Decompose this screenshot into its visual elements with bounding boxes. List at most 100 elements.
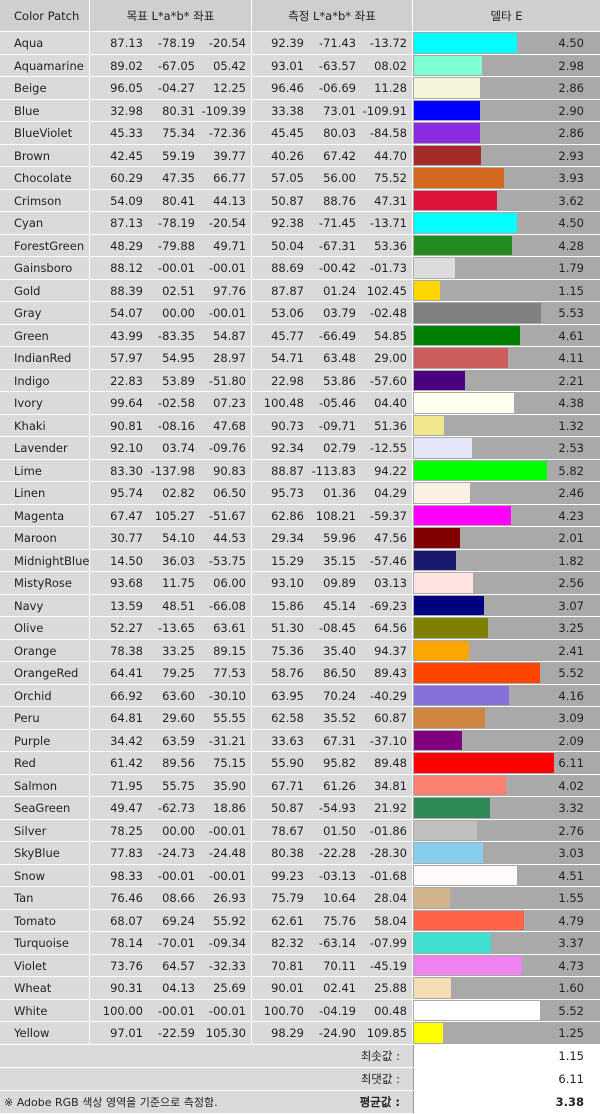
- target-a-value: -13.65: [157, 621, 195, 635]
- target-lab-cell: 68.07 69.24 55.92: [90, 909, 252, 931]
- delta-e-bar: [414, 438, 472, 458]
- target-lab-cell: 88.39 02.51 97.76: [90, 279, 252, 301]
- target-b-value: -00.01: [208, 1003, 246, 1018]
- delta-e-value: 6.11: [558, 756, 584, 770]
- measured-L-value: 90.01: [271, 981, 304, 995]
- header-target-lab: 목표 L*a*b* 좌표: [90, 0, 252, 31]
- measured-L-value: 75.79: [271, 891, 304, 905]
- measured-lab-cell: 96.46 -06.69 11.28: [252, 77, 413, 99]
- table-row: Brown 42.45 59.19 39.77 40.26 67.42 44.70 2.93: [0, 144, 600, 167]
- patch-name: Gold: [0, 279, 90, 301]
- target-b-value: -09.76: [208, 441, 246, 455]
- measured-L-value: 55.90: [271, 756, 304, 770]
- delta-e-bar: [414, 460, 548, 480]
- target-lab-cell: 78.38 33.25 89.15: [90, 639, 252, 661]
- target-lab-cell: 48.29 -79.88 49.71: [90, 234, 252, 256]
- target-a-value: -83.35: [157, 328, 195, 343]
- patch-name: Crimson: [0, 189, 90, 211]
- table-row: MidnightBlue 14.50 36.03 -53.75 15.29 35.15 -5…: [0, 549, 600, 572]
- delta-e-value: 5.52: [558, 666, 584, 680]
- patch-name: Brown: [0, 144, 90, 166]
- target-lab-cell: 45.33 75.34 -72.36: [90, 122, 252, 144]
- target-lab-cell: 78.14 -70.01 -09.34: [90, 932, 252, 954]
- target-L-value: 54.07: [110, 306, 143, 320]
- target-lab-cell: 13.59 48.51 -66.08: [90, 594, 252, 616]
- measured-b-value: 109.85: [366, 1026, 407, 1040]
- measured-b-value: 47.56: [374, 531, 407, 545]
- delta-e-cell: 2.76: [413, 819, 600, 841]
- measured-lab-cell: 90.73 -09.71 51.36: [252, 414, 413, 436]
- measured-lab-cell: 93.01 -63.57 08.02: [252, 54, 413, 76]
- table-row: Crimson 54.09 80.41 44.13 50.87 88.76 47.31 3.6…: [0, 189, 600, 212]
- delta-e-cell: 3.37: [413, 932, 600, 954]
- measured-L-value: 33.63: [271, 733, 304, 748]
- target-a-value: -79.88: [157, 238, 195, 253]
- measured-a-value: 45.14: [323, 598, 356, 613]
- target-b-value: 06.50: [213, 486, 246, 500]
- patch-name: BlueViolet: [0, 122, 90, 144]
- patch-name: Maroon: [0, 527, 90, 549]
- table-row: Aqua 87.13 -78.19 -20.54 92.39 -71.43 -13.72 4.…: [0, 32, 600, 55]
- patch-name: Yellow: [0, 1022, 90, 1044]
- patch-name: Lavender: [0, 437, 90, 459]
- table-row: Tan 76.46 08.66 26.93 75.79 10.64 28.04 1.55: [0, 887, 600, 910]
- delta-e-value: 4.51: [558, 868, 584, 883]
- header-delta-e: 델타 E: [413, 0, 600, 31]
- delta-e-cell: 2.86: [413, 77, 600, 99]
- delta-e-value: 2.93: [558, 148, 584, 163]
- patch-name: Snow: [0, 864, 90, 886]
- delta-e-value: 2.01: [558, 531, 584, 545]
- delta-e-cell: 5.52: [413, 662, 600, 684]
- delta-e-value: 1.15: [558, 283, 584, 298]
- measured-L-value: 93.10: [271, 576, 304, 590]
- measured-a-value: -09.71: [318, 418, 356, 433]
- target-L-value: 78.14: [110, 936, 143, 950]
- target-a-value: 89.56: [162, 756, 195, 770]
- measured-b-value: -45.19: [369, 958, 407, 973]
- target-L-value: 90.31: [110, 981, 143, 995]
- target-a-value: 48.51: [162, 598, 195, 613]
- patch-name: Gray: [0, 302, 90, 324]
- target-lab-cell: 89.02 -67.05 05.42: [90, 54, 252, 76]
- delta-e-cell: 3.62: [413, 189, 600, 211]
- patch-name: Violet: [0, 954, 90, 976]
- target-a-value: 80.31: [162, 103, 195, 118]
- measured-b-value: 47.31: [374, 193, 407, 208]
- target-L-value: 13.59: [110, 598, 143, 613]
- table-row: Beige 96.05 -04.27 12.25 96.46 -06.69 11.28 2.8…: [0, 77, 600, 100]
- delta-e-bar: [414, 168, 505, 188]
- measured-a-value: -71.45: [318, 216, 356, 230]
- target-L-value: 60.29: [110, 171, 143, 185]
- measured-L-value: 45.77: [271, 328, 304, 343]
- delta-e-value: 3.25: [558, 621, 584, 635]
- target-lab-cell: 96.05 -04.27 12.25: [90, 77, 252, 99]
- measured-b-value: -12.55: [369, 441, 407, 455]
- measured-lab-cell: 53.06 03.79 -02.48: [252, 302, 413, 324]
- delta-e-bar: [414, 190, 497, 210]
- measured-a-value: 61.26: [323, 778, 356, 793]
- table-row: Lavender 92.10 03.74 -09.76 92.34 02.79 -12.55…: [0, 437, 600, 460]
- measured-L-value: 15.29: [271, 553, 304, 568]
- target-lab-cell: 60.29 47.35 66.77: [90, 167, 252, 189]
- measured-b-value: -13.72: [369, 36, 407, 50]
- delta-e-cell: 4.79: [413, 909, 600, 931]
- target-a-value: 64.57: [162, 958, 195, 973]
- patch-name: IndianRed: [0, 347, 90, 369]
- measured-lab-cell: 90.01 02.41 25.88: [252, 977, 413, 999]
- target-b-value: -66.08: [208, 598, 246, 613]
- target-b-value: 49.71: [213, 238, 246, 253]
- target-L-value: 66.92: [110, 688, 143, 703]
- target-a-value: 79.25: [162, 666, 195, 680]
- target-a-value: -78.19: [157, 216, 195, 230]
- delta-e-bar: [414, 100, 481, 120]
- delta-e-cell: 2.86: [413, 122, 600, 144]
- measured-b-value: -109.91: [362, 103, 407, 118]
- table-row: Turquoise 78.14 -70.01 -09.34 82.32 -63.14 -07…: [0, 932, 600, 955]
- delta-e-cell: 4.51: [413, 864, 600, 886]
- measured-L-value: 15.86: [271, 598, 304, 613]
- target-a-value: 105.27: [154, 508, 195, 523]
- measured-a-value: -22.28: [318, 846, 356, 860]
- measured-b-value: 60.87: [374, 711, 407, 725]
- target-a-value: 04.13: [162, 981, 195, 995]
- delta-e-bar: [414, 415, 445, 435]
